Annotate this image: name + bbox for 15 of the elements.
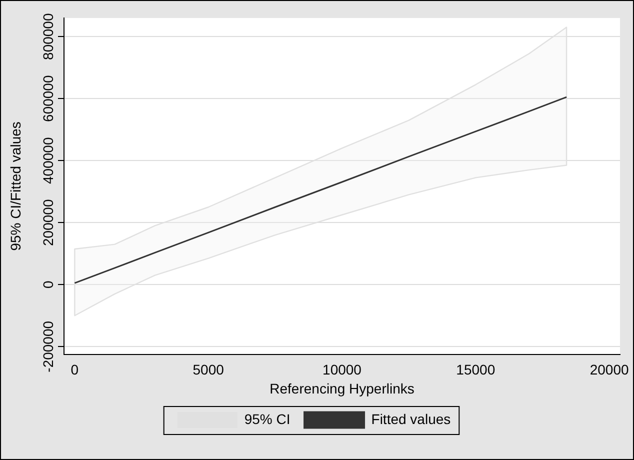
x-axis-title: Referencing Hyperlinks bbox=[270, 380, 414, 396]
x-tick-label: 20000 bbox=[590, 362, 629, 378]
y-tick-label: 200000 bbox=[40, 199, 56, 246]
y-tick-label: 0 bbox=[40, 280, 56, 289]
x-tick-label: 10000 bbox=[322, 362, 362, 378]
x-tick-label: 15000 bbox=[456, 362, 496, 378]
legend-label: Fitted values bbox=[371, 410, 451, 427]
y-tick-label: 400000 bbox=[40, 137, 56, 184]
y-tick-label: 800000 bbox=[40, 13, 56, 60]
text: 95% CI bbox=[244, 410, 290, 427]
y-tick-label: 600000 bbox=[40, 75, 56, 122]
y-axis-title: 95% CI/Fitted values bbox=[7, 122, 24, 251]
y-tick-label: -200000 bbox=[40, 320, 56, 372]
x-tick-label: 0 bbox=[70, 362, 79, 378]
x-tick-label: 5000 bbox=[192, 362, 224, 378]
